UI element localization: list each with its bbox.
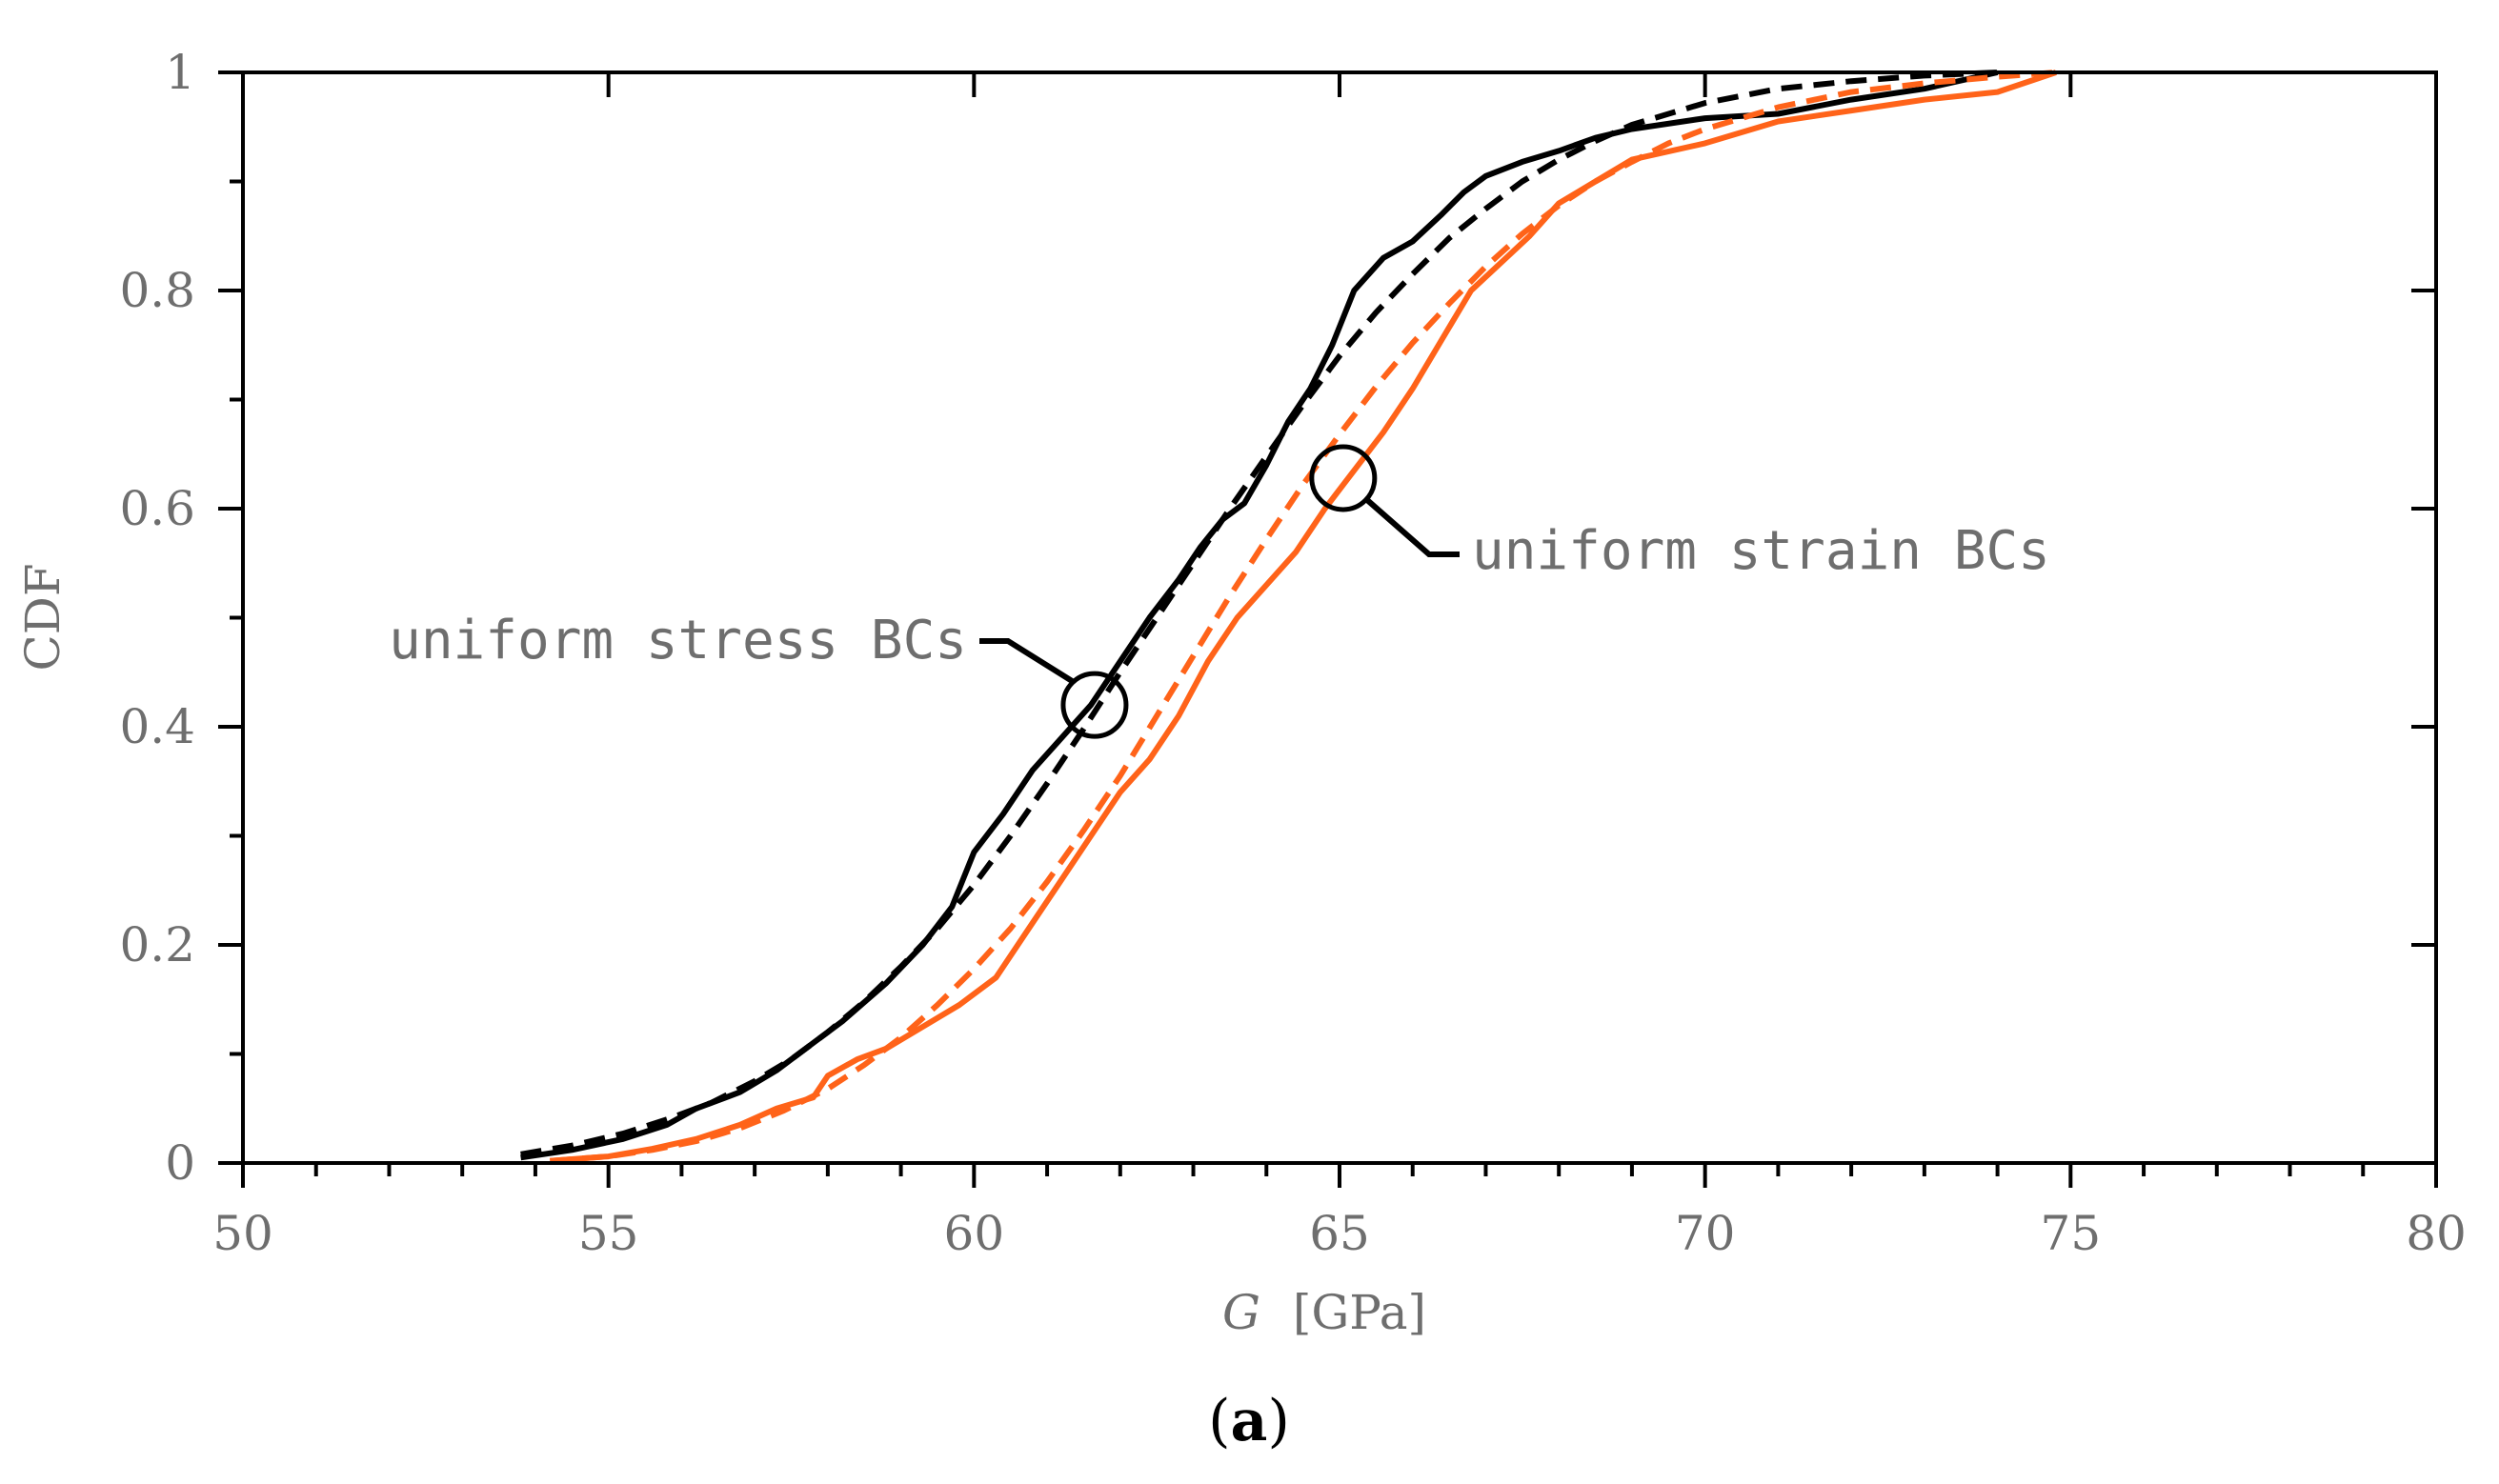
stress-leader-line — [979, 638, 1076, 685]
ticks-layer: 50 55 60 65 70 75 80 0 0.2 0.4 0.6 0.8 1 — [119, 45, 2466, 1261]
series-line-3 — [550, 70, 2057, 1164]
y-tick-label: 0.4 — [119, 699, 195, 754]
y-tick-label: 1 — [165, 45, 195, 100]
x-axis-symbol: G — [1222, 1285, 1260, 1340]
x-tick-label: 50 — [212, 1206, 273, 1261]
y-tick-label: 0.6 — [119, 481, 195, 536]
stress-annotation-label: uniform stress BCs — [389, 610, 967, 672]
series-line-2 — [520, 70, 1998, 1157]
strain-annotation-label: uniform strain BCs — [1472, 520, 2050, 582]
x-axis-unit: [GPa] — [1293, 1285, 1426, 1340]
x-tick-label: 55 — [578, 1206, 639, 1261]
caption-letter: a — [1231, 1388, 1268, 1454]
x-tick-label: 65 — [1309, 1206, 1370, 1261]
y-tick-label: 0.8 — [119, 263, 195, 318]
strain-leader-line — [1363, 496, 1460, 557]
strain-marker-circle — [1309, 444, 1378, 512]
x-tick-label: 70 — [1675, 1206, 1736, 1261]
x-tick-label: 75 — [2041, 1206, 2102, 1261]
y-tick-label: 0 — [165, 1135, 195, 1191]
y-tick-label: 0.2 — [119, 917, 195, 973]
y-axis-title: CDF — [15, 563, 71, 671]
stress-marker-circle — [1060, 671, 1129, 739]
series-layer — [520, 70, 2057, 1164]
x-tick-label: 60 — [944, 1206, 1005, 1261]
x-axis-title: G [GPa] — [1222, 1285, 1426, 1340]
figure-caption: (a) — [1208, 1388, 1290, 1454]
annotation-layer: uniform stress BCs uniform strain BCs — [389, 444, 2050, 739]
x-tick-label: 80 — [2406, 1206, 2467, 1261]
